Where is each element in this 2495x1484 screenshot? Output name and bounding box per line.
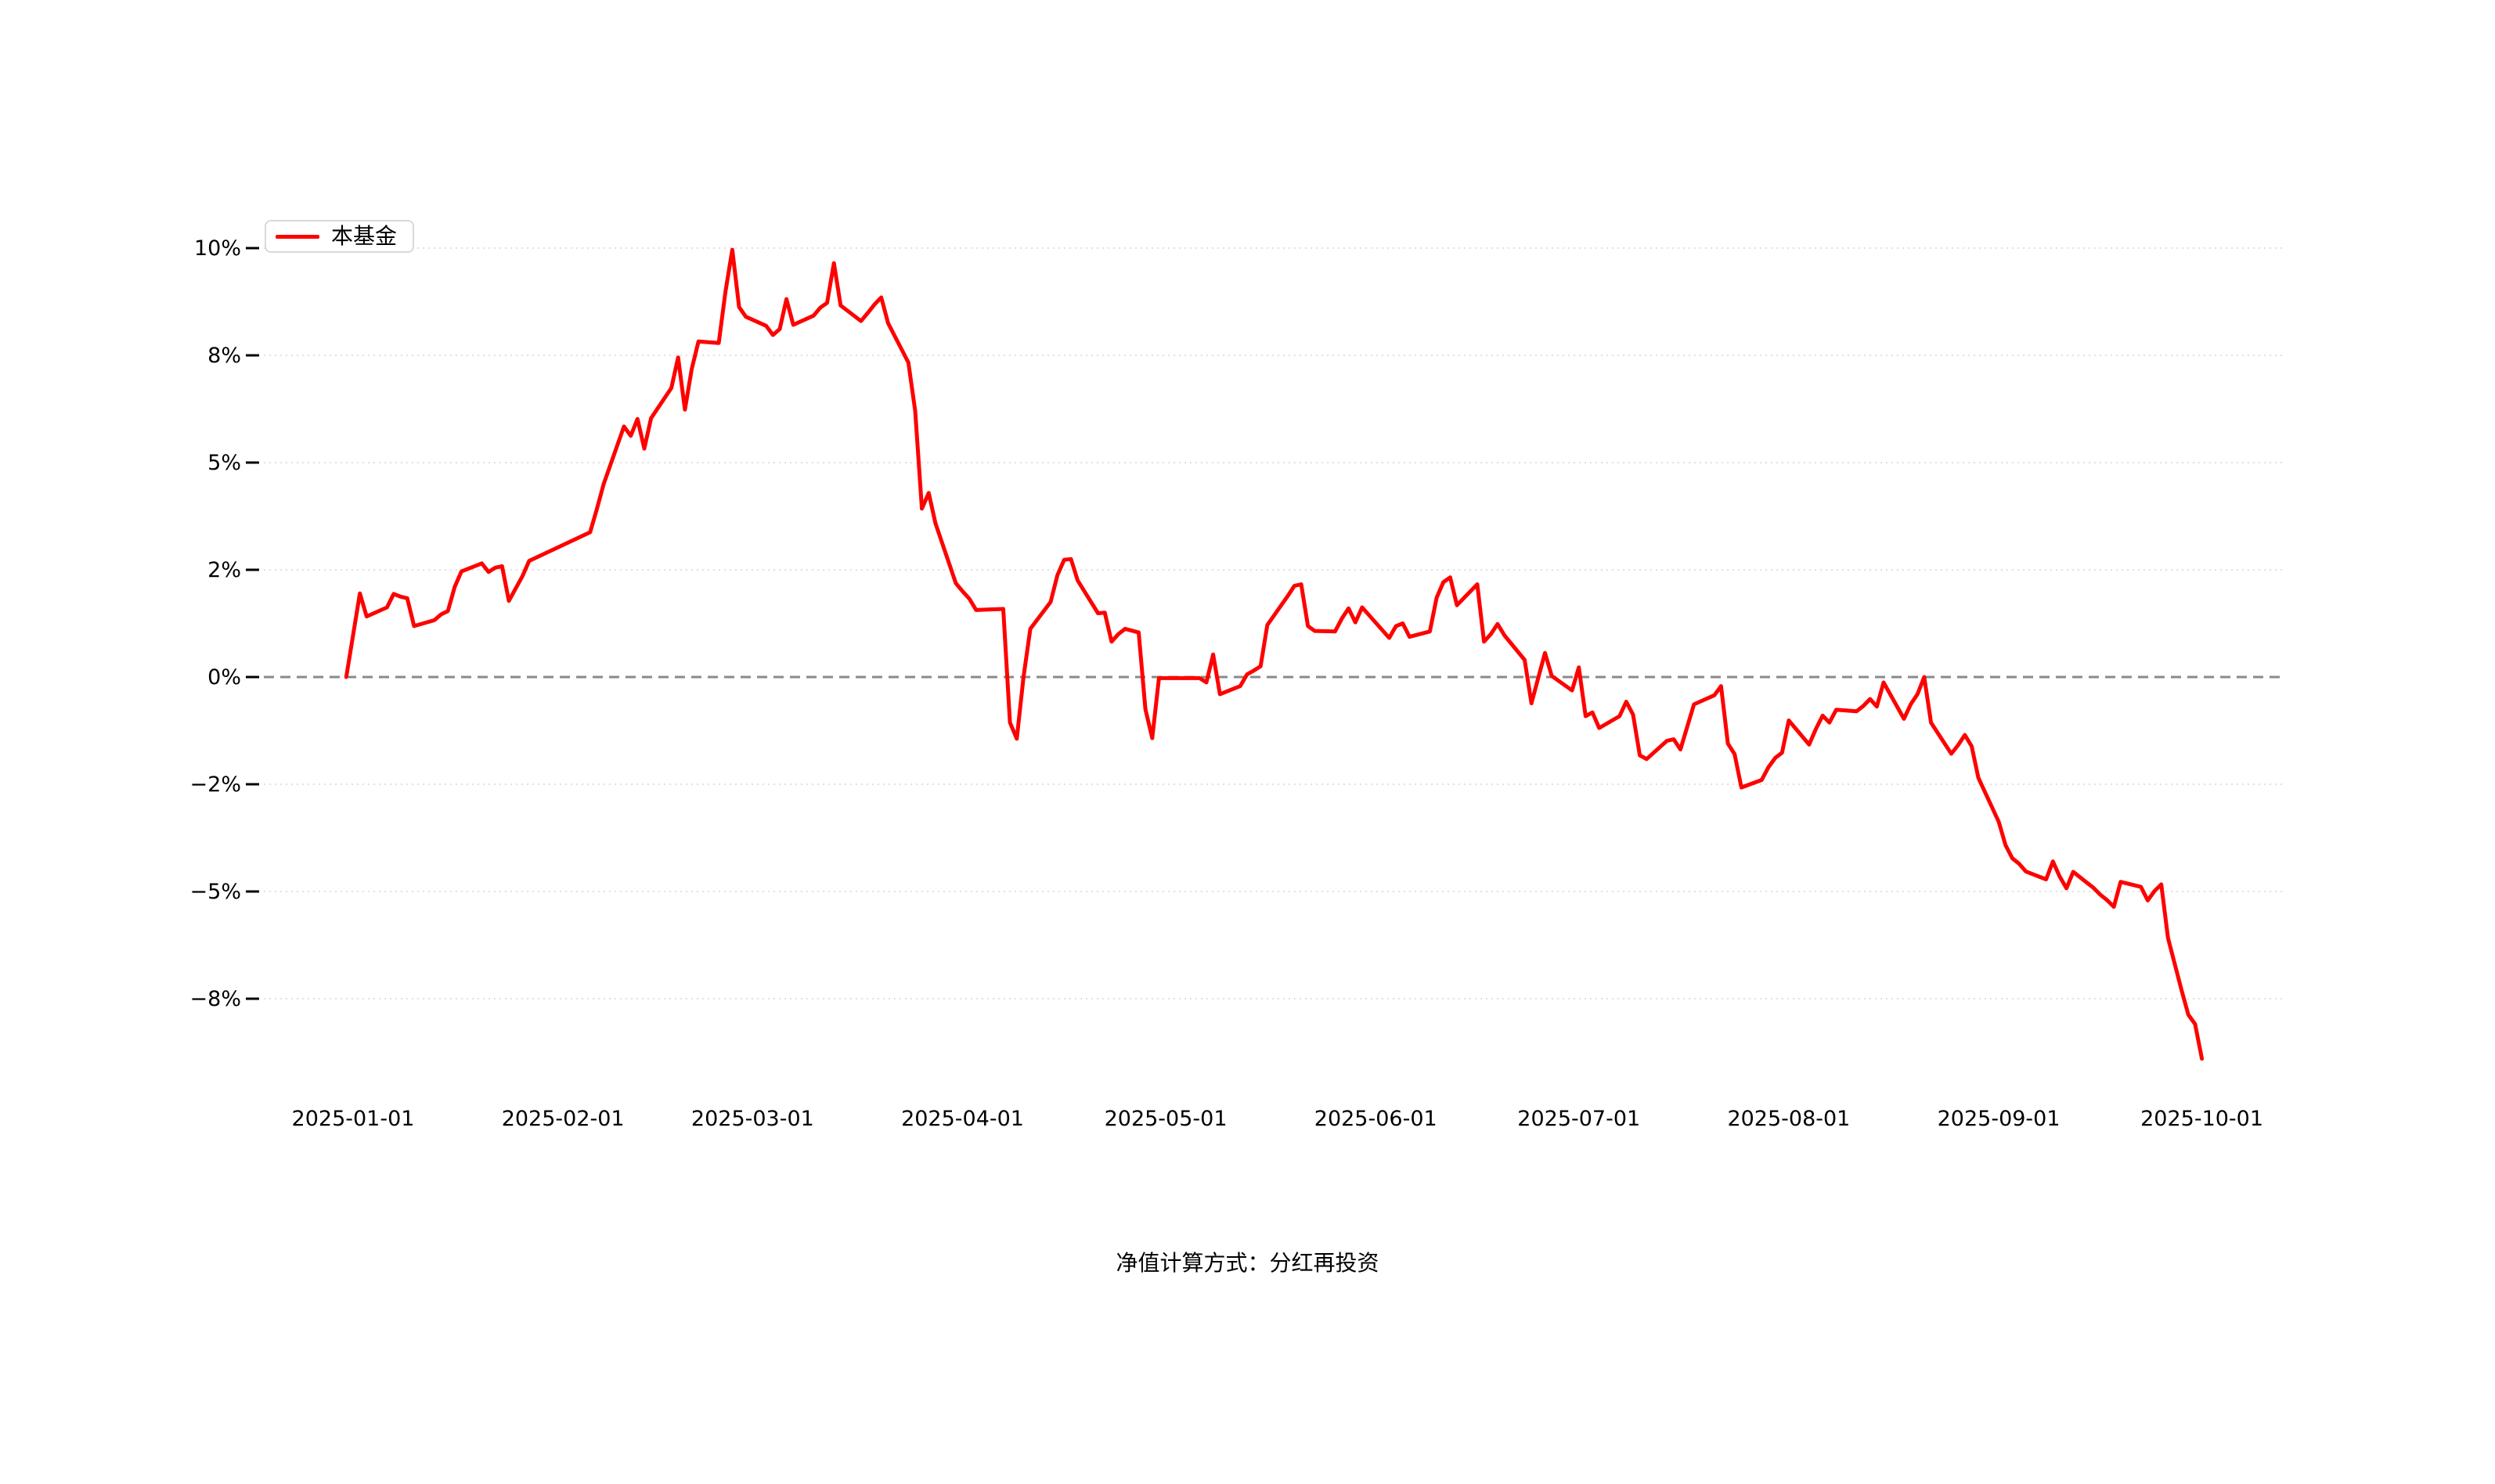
legend-series-label: 本基金 bbox=[331, 223, 398, 249]
y-tick-label: 0% bbox=[207, 665, 241, 690]
x-tick-label: 2025-10-01 bbox=[2140, 1107, 2263, 1131]
y-tick-label: 5% bbox=[207, 451, 241, 475]
x-tick-label: 2025-06-01 bbox=[1314, 1107, 1437, 1131]
x-tick-label: 2025-05-01 bbox=[1105, 1107, 1228, 1131]
y-tick-label: 2% bbox=[207, 558, 241, 582]
x-tick-label: 2025-04-01 bbox=[901, 1107, 1024, 1131]
x-tick-label: 2025-01-01 bbox=[292, 1107, 415, 1131]
legend: 本基金 bbox=[265, 220, 415, 253]
y-tick-label: −5% bbox=[190, 880, 241, 904]
y-tick-label: −2% bbox=[190, 773, 241, 797]
x-tick-label: 2025-02-01 bbox=[502, 1107, 625, 1131]
y-tick-label: 8% bbox=[207, 344, 241, 368]
fund-series-line bbox=[344, 247, 2205, 1061]
legend-line-swatch bbox=[276, 234, 319, 239]
x-tick-label: 2025-03-01 bbox=[691, 1107, 814, 1131]
x-tick-label: 2025-09-01 bbox=[1938, 1107, 2061, 1131]
calc-method-caption: 净值计算方式：分红再投资 bbox=[1116, 1250, 1379, 1276]
y-tick-label: −8% bbox=[190, 987, 241, 1011]
x-tick-label: 2025-07-01 bbox=[1517, 1107, 1640, 1131]
x-tick-label: 2025-08-01 bbox=[1727, 1107, 1850, 1131]
y-tick-label: 10% bbox=[194, 236, 241, 261]
